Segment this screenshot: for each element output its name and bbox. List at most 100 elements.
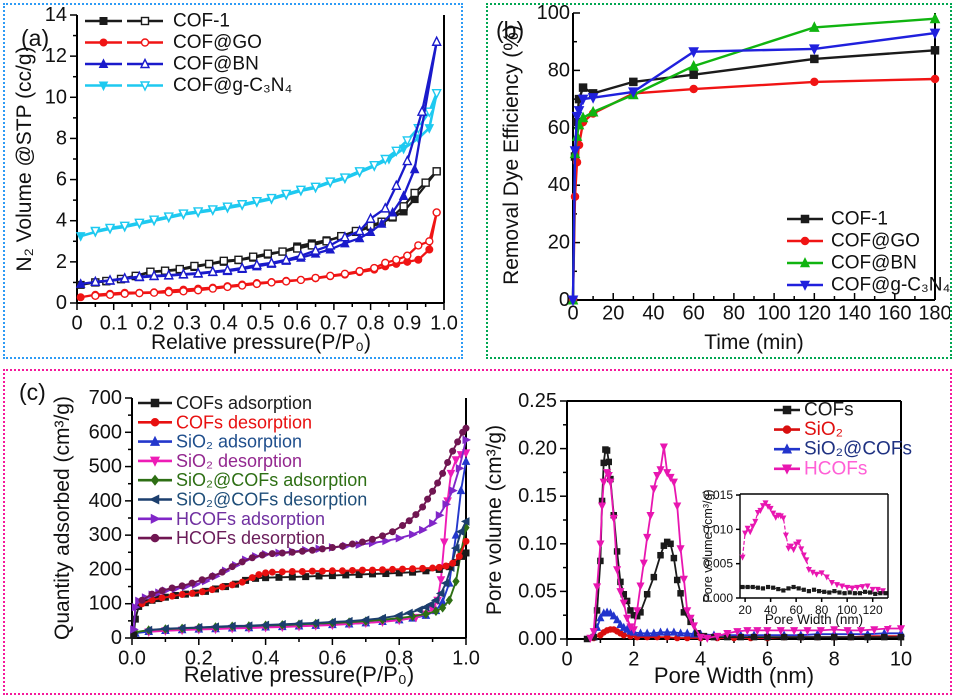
svg-text:80: 80 bbox=[815, 603, 829, 617]
svg-text:500: 500 bbox=[89, 456, 122, 478]
legend-label: SiO₂ bbox=[804, 419, 843, 440]
svg-text:60: 60 bbox=[548, 117, 570, 139]
legend-entry: COF@GO bbox=[787, 231, 920, 252]
legend-entry: HCOFs desorption bbox=[138, 528, 325, 548]
svg-text:1.0: 1.0 bbox=[452, 648, 480, 670]
svg-text:160: 160 bbox=[878, 303, 911, 325]
legend-entry: COFs desorption bbox=[138, 412, 312, 432]
svg-text:0.6: 0.6 bbox=[318, 648, 346, 670]
svg-text:8: 8 bbox=[56, 127, 67, 149]
legend-label: SiO₂@COFs adsorption bbox=[176, 470, 367, 490]
x-axis-label: Time (min) bbox=[704, 331, 804, 354]
svg-text:300: 300 bbox=[89, 524, 122, 546]
svg-text:0.8: 0.8 bbox=[385, 648, 413, 670]
svg-text:600: 600 bbox=[89, 421, 122, 443]
svg-text:100: 100 bbox=[837, 603, 857, 617]
legend-entry: COF-1 bbox=[85, 11, 230, 32]
svg-text:0: 0 bbox=[567, 303, 578, 325]
svg-text:4: 4 bbox=[56, 210, 67, 232]
svg-text:0: 0 bbox=[71, 313, 82, 335]
svg-text:0: 0 bbox=[56, 292, 67, 314]
series-COF-BN-desorption bbox=[90, 35, 442, 287]
svg-text:400: 400 bbox=[89, 490, 122, 512]
svg-text:120: 120 bbox=[798, 303, 831, 325]
svg-text:14: 14 bbox=[45, 5, 67, 26]
axes: 20 40 60 80 100 120 0.000 0.005 0.010 0.015 Pore W… bbox=[701, 488, 889, 627]
series-SiO2-COFs-desorption bbox=[143, 517, 470, 635]
series-COF-g-C3N4 bbox=[567, 28, 941, 307]
svg-text:1.0: 1.0 bbox=[430, 313, 458, 335]
panel-a: (a) 0 0.1 0.2 0.3 0.4 0.5 0.6 0.7 0.8 0.9 1.0 0 2 4 6 8… bbox=[3, 3, 463, 359]
svg-text:200: 200 bbox=[89, 558, 122, 580]
y-axis-label: Pore volume (cm³/g) bbox=[701, 489, 715, 602]
svg-text:40: 40 bbox=[642, 303, 664, 325]
legend-entry: COF@g-C₃N₄ bbox=[85, 75, 292, 96]
series-COFs bbox=[740, 584, 888, 596]
svg-text:20: 20 bbox=[602, 303, 624, 325]
svg-text:0.20: 0.20 bbox=[518, 438, 557, 460]
svg-text:0: 0 bbox=[561, 649, 572, 671]
legend-label: COFs bbox=[804, 400, 854, 421]
series-HCOFs-desorption bbox=[138, 424, 470, 604]
panel-a-chart: 0 0.1 0.2 0.3 0.4 0.5 0.6 0.7 0.8 0.9 1.0 0 2 4 6 8 10 12… bbox=[13, 5, 458, 354]
chart-cRight: 0 2 4 6 8 10 0.00 0.05 0.10 0.15 0.20 0.25 Pore Widt… bbox=[483, 390, 912, 688]
legend-entry: COF@BN bbox=[787, 253, 917, 274]
legend-entry: COF@g-C₃N₄ bbox=[787, 275, 950, 296]
legend-label: COF@GO bbox=[173, 32, 262, 53]
y-axis-label: Removal Dye Efficiency (%) bbox=[500, 25, 523, 285]
svg-text:100: 100 bbox=[757, 303, 790, 325]
legend-entry: SiO₂ adsorption bbox=[138, 432, 302, 452]
svg-text:0.3: 0.3 bbox=[173, 313, 201, 335]
svg-text:0.7: 0.7 bbox=[320, 313, 348, 335]
svg-text:0.25: 0.25 bbox=[518, 390, 557, 412]
svg-text:8: 8 bbox=[829, 649, 840, 671]
svg-text:0.6: 0.6 bbox=[283, 313, 311, 335]
y-axis-label: Quantity adsorbed (cm³/g) bbox=[51, 396, 74, 640]
svg-text:40: 40 bbox=[548, 174, 570, 196]
svg-text:0.8: 0.8 bbox=[357, 313, 385, 335]
axes: 0 0.1 0.2 0.3 0.4 0.5 0.6 0.7 0.8 0.9 1.0 0 2 4 6 8 10 12… bbox=[13, 5, 458, 354]
svg-text:6: 6 bbox=[56, 169, 67, 191]
chart-cInset: 20 40 60 80 100 120 0.000 0.005 0.010 0.015 Pore W… bbox=[701, 482, 889, 627]
legend-entry: COFs bbox=[774, 400, 854, 421]
legend-label: COF@GO bbox=[831, 231, 920, 252]
legend-entry: SiO₂ desorption bbox=[138, 451, 302, 471]
x-axis-label: Pore Width (nm) bbox=[765, 612, 863, 627]
legend-label: SiO₂@COFs bbox=[804, 439, 912, 460]
legend-label: SiO₂@COFs desorption bbox=[176, 490, 367, 510]
svg-text:0.000: 0.000 bbox=[703, 591, 733, 605]
panel-b-label: (b) bbox=[496, 17, 525, 43]
svg-text:20: 20 bbox=[548, 232, 570, 254]
x-axis-label: Pore Width (nm) bbox=[654, 663, 814, 688]
svg-text:120: 120 bbox=[863, 603, 883, 617]
svg-text:0.10: 0.10 bbox=[518, 533, 557, 555]
panel-c-label: (c) bbox=[19, 379, 46, 405]
legend-entry: COF@GO bbox=[85, 32, 262, 53]
svg-text:0.9: 0.9 bbox=[393, 313, 421, 335]
svg-text:2: 2 bbox=[56, 251, 67, 273]
legend-label: SiO₂ desorption bbox=[176, 451, 302, 471]
legend-label: COF-1 bbox=[173, 11, 230, 32]
svg-text:60: 60 bbox=[789, 603, 803, 617]
legend-label: HCOFs bbox=[804, 458, 867, 479]
legend-label: COF@g-C₃N₄ bbox=[831, 275, 950, 296]
series-HCOFs bbox=[586, 443, 906, 643]
svg-text:100: 100 bbox=[89, 593, 122, 615]
legend-label: COFs desorption bbox=[176, 412, 312, 432]
svg-text:0: 0 bbox=[559, 289, 570, 311]
svg-text:20: 20 bbox=[738, 603, 752, 617]
legend-entry: HCOFs bbox=[774, 458, 867, 479]
series-COF-g-C3N4-desorption bbox=[90, 88, 442, 238]
svg-text:0.015: 0.015 bbox=[703, 488, 733, 502]
svg-text:0.4: 0.4 bbox=[252, 648, 280, 670]
legend-entry: HCOFs adsorption bbox=[138, 509, 325, 529]
series-COFs-desorption bbox=[138, 537, 470, 608]
x-axis-label: Relative pressure(P/P₀) bbox=[151, 331, 371, 354]
legend-label: COF@BN bbox=[831, 253, 917, 274]
svg-text:80: 80 bbox=[548, 59, 570, 81]
